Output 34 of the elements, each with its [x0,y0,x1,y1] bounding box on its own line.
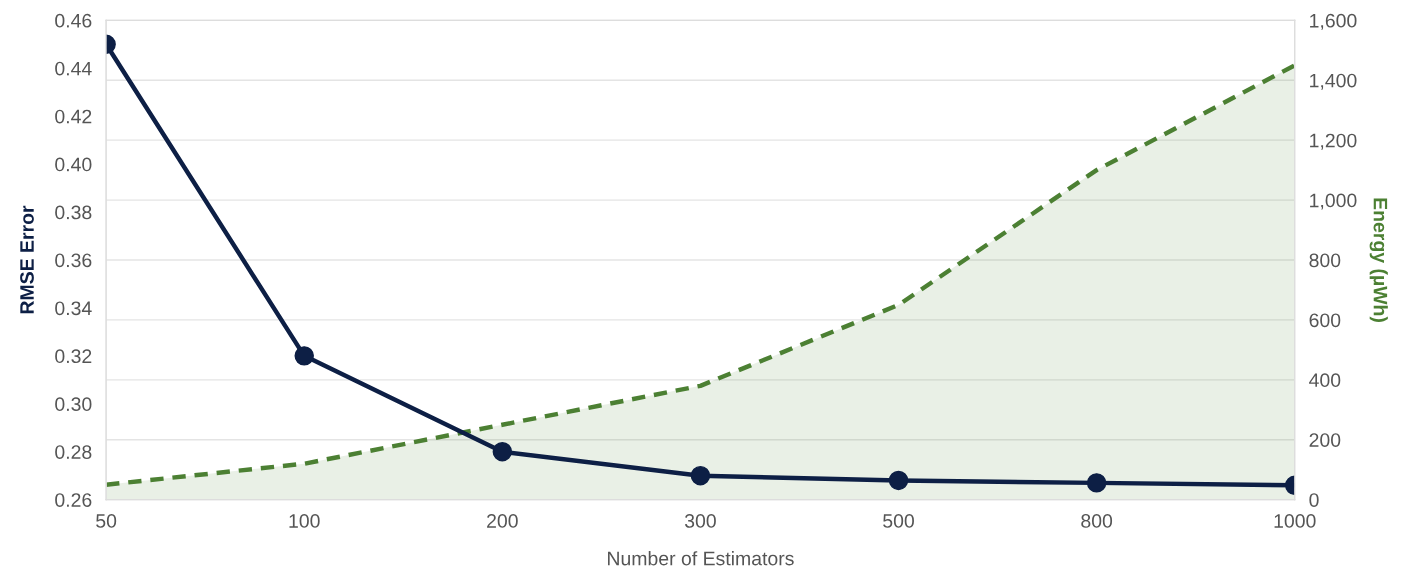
x-tick-label: 500 [883,514,914,528]
point [492,442,513,462]
x-tick-label: 800 [1081,514,1113,528]
x-tick-label: 50 [96,514,117,528]
x-tick-label: 1000 [1274,514,1316,528]
y2-tick-label: 1,000 [1310,193,1357,210]
y-tick-label: 0.38 [55,205,92,220]
y2-tick-label: 1,400 [1310,73,1357,90]
y2-tick-label: 0 [1309,493,1319,507]
y2-axis-title: Energy (µWh) [1369,198,1388,322]
y-tick-label: 0.44 [55,61,92,76]
x-tick-label: 300 [684,514,716,528]
y-tick-label: 0.28 [55,445,92,459]
y-tick-label: 0.36 [55,253,92,268]
y2-tick-label: 800 [1309,253,1341,268]
y-tick-label: 0.34 [55,301,92,316]
x-axis-title: Number of Estimators [608,551,794,566]
y2-tick-label: 1,600 [1310,13,1357,30]
y2-tick-label: 200 [1309,433,1341,447]
y-tick-label: 0.26 [55,493,92,507]
y2-tick-label: 600 [1309,313,1341,328]
y-tick-label: 0.40 [55,157,92,172]
y2-tick-label: 400 [1309,373,1341,388]
point [888,470,909,491]
y-tick-label: 0.32 [55,349,92,364]
point [690,465,711,486]
x-tick-label: 100 [289,514,320,528]
x-tick-label: 200 [487,514,518,528]
y2-tick-label: 1,200 [1310,133,1357,150]
y-axis-title: RMSE Error [20,205,34,314]
point [1086,473,1107,493]
y-tick-label: 0.42 [55,109,92,124]
y-tick-label: 0.30 [55,397,92,412]
y-tick-label: 0.46 [55,13,92,28]
